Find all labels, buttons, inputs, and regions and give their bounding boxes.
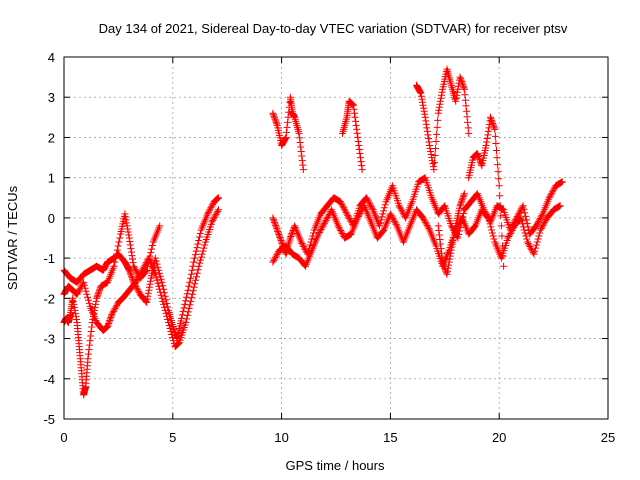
- chart-title: Day 134 of 2021, Sidereal Day-to-day VTE…: [99, 21, 568, 36]
- y-tick-label: 1: [48, 171, 55, 186]
- x-axis-label: GPS time / hours: [286, 458, 385, 473]
- y-tick-labels: -5 -4 -3 -2 -1 0 1 2 3 4: [43, 50, 55, 427]
- y-tick-label: -5: [43, 412, 55, 427]
- x-tick-label: 20: [492, 430, 506, 445]
- trace-late-lower-markers: [269, 202, 564, 270]
- trace-late-spike-d: [465, 113, 508, 270]
- x-tick-label: 15: [383, 430, 397, 445]
- plot-frame: [63, 56, 609, 420]
- y-tick-label: -2: [43, 291, 55, 306]
- trace-late-spike-a: [269, 93, 307, 174]
- x-tick-label: 25: [601, 430, 615, 445]
- trace-late-spike-a-markers: [269, 93, 307, 174]
- y-tick-label: 0: [48, 211, 55, 226]
- trace-late-spike-d-markers: [465, 113, 508, 270]
- x-tick-label: 10: [274, 430, 288, 445]
- y-tick-label: -3: [43, 332, 55, 347]
- trace-early-dip-markers: [60, 210, 164, 399]
- trace-late-dip: [434, 190, 468, 278]
- y-tick-label: -4: [43, 372, 55, 387]
- axis-ticks: [63, 56, 609, 420]
- trace-late-spike-b: [339, 97, 366, 174]
- x-tick-label: 0: [60, 430, 67, 445]
- y-tick-label: 4: [48, 50, 55, 65]
- y-tick-label: 3: [48, 90, 55, 105]
- trace-late-spike-b-markers: [339, 97, 366, 174]
- y-tick-label: -1: [43, 251, 55, 266]
- data-points: [60, 65, 566, 399]
- trace-early-dip: [60, 210, 164, 399]
- trace-late-spike-c: [413, 65, 473, 174]
- trace-late-dip-markers: [434, 190, 468, 278]
- y-tick-label: 2: [48, 130, 55, 145]
- trace-late-lower: [269, 202, 564, 270]
- trace-late-spike-c-markers: [413, 65, 473, 174]
- x-tick-label: 5: [169, 430, 176, 445]
- y-axis-label: SDTVAR / TECUs: [5, 185, 20, 290]
- x-tick-labels: 0 5 10 15 20 25: [60, 430, 615, 445]
